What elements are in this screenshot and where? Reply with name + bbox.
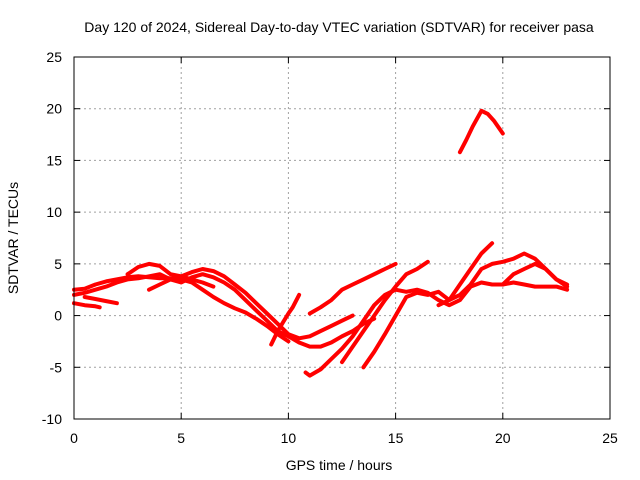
plot-frame (73, 56, 611, 420)
x-axis-label: GPS time / hours (286, 457, 393, 473)
data-series (72, 108, 570, 378)
grid (74, 57, 610, 419)
x-tick-label: 0 (70, 430, 78, 446)
series-track-2 (72, 272, 377, 349)
series-track-7 (269, 292, 302, 347)
y-tick-label: 5 (54, 256, 62, 272)
x-tick-label: 5 (177, 430, 185, 446)
y-tick-label: 0 (54, 308, 62, 324)
series-track-11 (307, 261, 398, 316)
series-track-13 (500, 261, 570, 287)
series-track-14 (457, 108, 505, 155)
x-tick-label: 15 (388, 430, 404, 446)
y-tick-label: -5 (50, 359, 63, 375)
y-axis-label: SDTVAR / TECUs (5, 182, 21, 294)
y-tick-label: 25 (46, 49, 62, 65)
series-track-12 (436, 241, 495, 308)
series-track-3 (72, 301, 102, 310)
x-tick-label: 25 (602, 430, 618, 446)
chart-title: Day 120 of 2024, Sidereal Day-to-day VTE… (84, 19, 594, 35)
x-tick-label: 10 (281, 430, 297, 446)
y-tick-label: -10 (42, 411, 62, 427)
series-track-4 (82, 295, 119, 306)
y-tick-label: 15 (46, 152, 62, 168)
series-track-9 (340, 259, 430, 365)
series-track-1 (72, 274, 291, 344)
series-track-10 (361, 251, 570, 370)
axis-ticks (73, 56, 611, 420)
axis-tick-labels: 0 5 10 15 20 25 -10 -5 0 5 10 15 20 25 (42, 49, 618, 446)
series-track-8 (303, 280, 570, 378)
x-tick-label: 20 (495, 430, 511, 446)
y-tick-label: 20 (46, 101, 62, 117)
series-track-6 (125, 261, 216, 289)
y-tick-label: 10 (46, 204, 62, 220)
